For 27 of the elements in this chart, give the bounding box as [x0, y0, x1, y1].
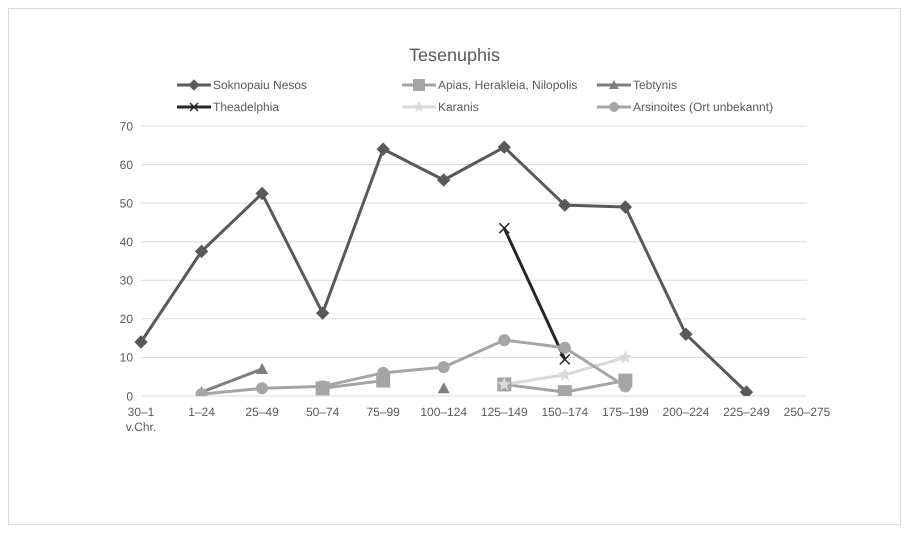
x-tick-label: 150–174: [541, 405, 588, 419]
y-tick-label: 10: [120, 350, 134, 365]
x-tick-label: 75–99: [366, 405, 400, 419]
y-tick-label: 0: [126, 389, 134, 404]
x-tick-label: 50–74: [306, 405, 340, 419]
legend-label: Karanis: [438, 100, 479, 114]
chart-title: Tesenuphis: [408, 44, 502, 66]
x-tick-label: 100–124: [420, 405, 468, 419]
legend-label: Apias, Herakleia, Nilopolis: [438, 78, 578, 92]
x-tick-label: 25–49: [245, 405, 280, 419]
y-tick-label: 40: [120, 234, 134, 249]
y-tick-label: 70: [120, 119, 134, 134]
y-tick-label: 30: [120, 274, 134, 288]
legend-label: Soknopaiu Nesos: [213, 78, 308, 92]
x-tick-label: 30–1 v.Chr.: [126, 405, 156, 434]
y-tick-label: 60: [120, 158, 134, 172]
x-tick-label: 200–224: [662, 405, 710, 419]
y-tick-label: 20: [120, 312, 134, 326]
x-tick-label: 225–249: [723, 405, 770, 419]
y-tick-label: 50: [120, 196, 134, 210]
legend-label: Tebtynis: [633, 78, 678, 92]
x-tick-label: 175–199: [602, 405, 650, 419]
x-tick-label: 250–275: [784, 405, 831, 419]
legend-label: Arsinoites (Ort unbekannt): [633, 100, 774, 114]
x-tick-label: 1–24: [188, 405, 216, 419]
x-tick-label: 125–149: [480, 405, 528, 419]
legend-label: Theadelphia: [213, 100, 280, 114]
